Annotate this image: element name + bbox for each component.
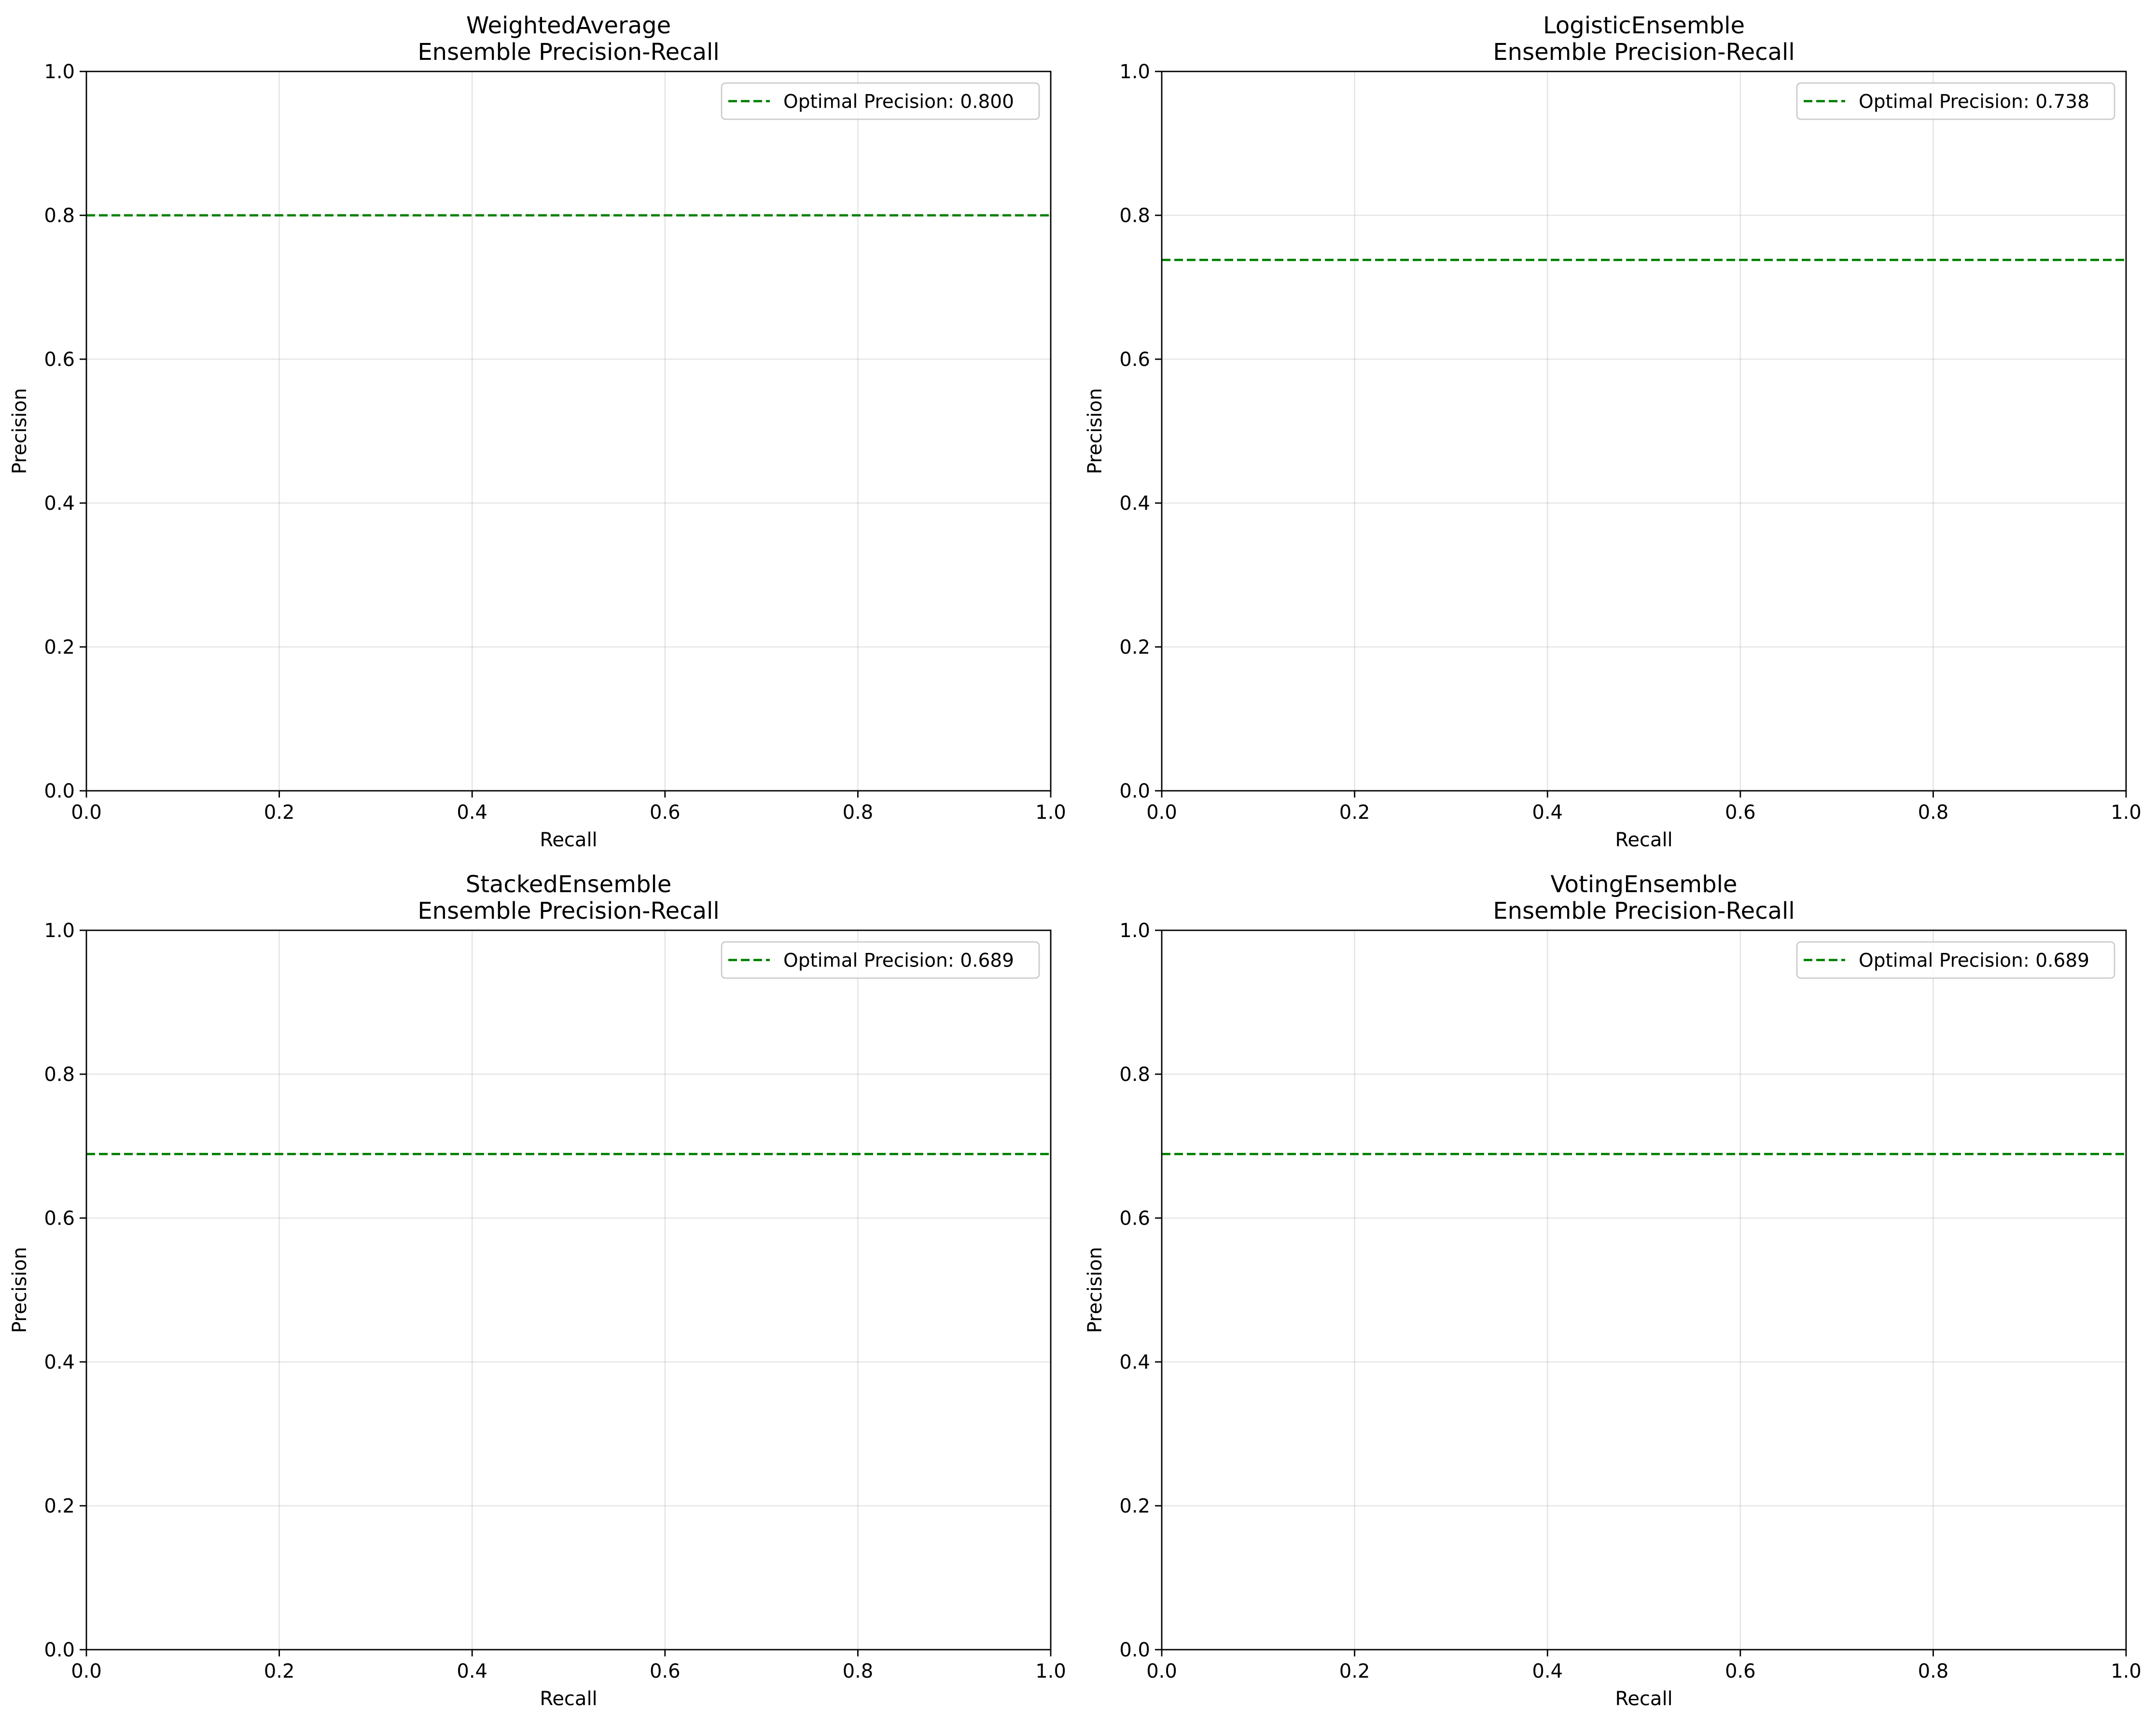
y-tick-label: 0.2 xyxy=(1119,1495,1150,1517)
x-axis-label: Recall xyxy=(1615,829,1672,851)
legend-frame xyxy=(721,941,1040,979)
legend-frame xyxy=(1796,941,2115,979)
subplot-title: StackedEnsemble xyxy=(466,871,672,898)
x-tick-label: 0.2 xyxy=(1339,801,1370,824)
y-tick-label: 0.4 xyxy=(1119,1351,1150,1374)
x-tick-label: 0.4 xyxy=(1532,801,1563,824)
y-tick-label: 0.8 xyxy=(1119,1064,1150,1086)
x-tick-label: 0.4 xyxy=(1532,1660,1563,1682)
legend-frame xyxy=(721,82,1040,120)
y-tick-label: 1.0 xyxy=(1119,61,1150,83)
x-tick-label: 0.0 xyxy=(1146,1660,1177,1682)
subplot-3: 0.0 0.2 0.4 0.6 0.8 1.0 0.0 0.2 0.4 0.6 0.8 1.0 Reca… xyxy=(9,871,1066,1710)
y-tick-label: 1.0 xyxy=(44,920,75,942)
subplot-title: VotingEnsemble xyxy=(1551,871,1738,898)
subplot-1: 0.0 0.2 0.4 0.6 0.8 1.0 0.0 0.2 0.4 0.6 0.8 1.0 Reca… xyxy=(9,12,1066,851)
x-tick-label: 0.2 xyxy=(264,801,295,824)
x-tick-label: 0.4 xyxy=(457,801,487,824)
subplot-subtitle: Ensemble Precision-Recall xyxy=(1493,897,1794,925)
y-tick-label: 0.8 xyxy=(44,205,75,227)
y-tick-label: 0.6 xyxy=(44,1207,75,1230)
plot-frame xyxy=(85,70,1052,792)
x-tick-label: 1.0 xyxy=(2111,1660,2142,1682)
x-tick-label: 1.0 xyxy=(1035,801,1066,824)
x-tick-label: 0.0 xyxy=(71,1660,102,1682)
plot-frame xyxy=(1161,929,2127,1651)
x-tick-label: 0.6 xyxy=(650,801,681,824)
y-tick-label: 0.8 xyxy=(44,1064,75,1086)
x-tick-label: 1.0 xyxy=(2111,801,2142,824)
y-tick-label: 0.4 xyxy=(1119,492,1150,515)
legend: Optimal Precision: 0.689 xyxy=(1796,941,2115,979)
x-tick-label: 0.8 xyxy=(1918,801,1949,824)
plot-frame xyxy=(85,929,1052,1651)
y-tick-label: 0.0 xyxy=(44,780,75,802)
x-tick-label: 0.8 xyxy=(843,801,874,824)
y-tick-label: 0.0 xyxy=(44,1639,75,1661)
legend: Optimal Precision: 0.689 xyxy=(721,941,1040,979)
x-tick-label: 0.2 xyxy=(1339,1660,1370,1682)
y-tick-label: 0.6 xyxy=(1119,1207,1150,1230)
y-tick-label: 0.6 xyxy=(44,349,75,371)
x-axis-label: Recall xyxy=(1615,1688,1672,1710)
legend: Optimal Precision: 0.800 xyxy=(721,82,1040,120)
y-tick-label: 0.2 xyxy=(44,636,75,659)
legend-frame xyxy=(1796,82,2115,120)
subplot-4: 0.0 0.2 0.4 0.6 0.8 1.0 0.0 0.2 0.4 0.6 0.8 1.0 Reca… xyxy=(1084,871,2142,1710)
legend: Optimal Precision: 0.738 xyxy=(1796,82,2115,120)
x-tick-label: 0.6 xyxy=(650,1660,681,1682)
x-tick-label: 0.6 xyxy=(1725,801,1756,824)
x-tick-label: 0.4 xyxy=(457,1660,487,1682)
y-tick-label: 0.0 xyxy=(1119,1639,1150,1661)
x-tick-label: 0.2 xyxy=(264,1660,295,1682)
plot-frame xyxy=(1161,70,2127,792)
y-tick-label: 0.0 xyxy=(1119,780,1150,802)
x-tick-label: 0.0 xyxy=(71,801,102,824)
subplot-title: WeightedAverage xyxy=(466,12,671,39)
subplot-2: 0.0 0.2 0.4 0.6 0.8 1.0 0.0 0.2 0.4 0.6 0.8 1.0 Reca… xyxy=(1084,12,2142,851)
y-axis-label: Precision xyxy=(1084,1247,1106,1333)
x-axis-label: Recall xyxy=(540,829,597,851)
x-tick-label: 0.8 xyxy=(843,1660,874,1682)
y-tick-label: 0.2 xyxy=(1119,636,1150,659)
y-tick-label: 1.0 xyxy=(44,61,75,83)
y-tick-label: 0.4 xyxy=(44,1351,75,1374)
y-tick-label: 0.8 xyxy=(1119,205,1150,227)
subplot-subtitle: Ensemble Precision-Recall xyxy=(417,39,719,66)
legend-label: Optimal Precision: 0.800 xyxy=(783,91,1014,113)
legend-label: Optimal Precision: 0.689 xyxy=(783,950,1014,972)
x-axis-label: Recall xyxy=(540,1688,597,1710)
subplot-subtitle: Ensemble Precision-Recall xyxy=(1493,39,1794,66)
legend-label: Optimal Precision: 0.689 xyxy=(1859,950,2089,972)
y-axis-label: Precision xyxy=(9,1247,31,1333)
x-tick-label: 0.0 xyxy=(1146,801,1177,824)
x-tick-label: 1.0 xyxy=(1035,1660,1066,1682)
y-tick-label: 0.6 xyxy=(1119,349,1150,371)
subplot-title: LogisticEnsemble xyxy=(1543,12,1745,39)
subplot-subtitle: Ensemble Precision-Recall xyxy=(417,897,719,925)
y-tick-label: 0.4 xyxy=(44,492,75,515)
x-tick-label: 0.6 xyxy=(1725,1660,1756,1682)
legend-label: Optimal Precision: 0.738 xyxy=(1859,91,2089,113)
y-axis-label: Precision xyxy=(1084,388,1106,474)
y-tick-label: 0.2 xyxy=(44,1495,75,1517)
y-tick-label: 1.0 xyxy=(1119,920,1150,942)
y-axis-label: Precision xyxy=(9,388,31,474)
x-tick-label: 0.8 xyxy=(1918,1660,1949,1682)
